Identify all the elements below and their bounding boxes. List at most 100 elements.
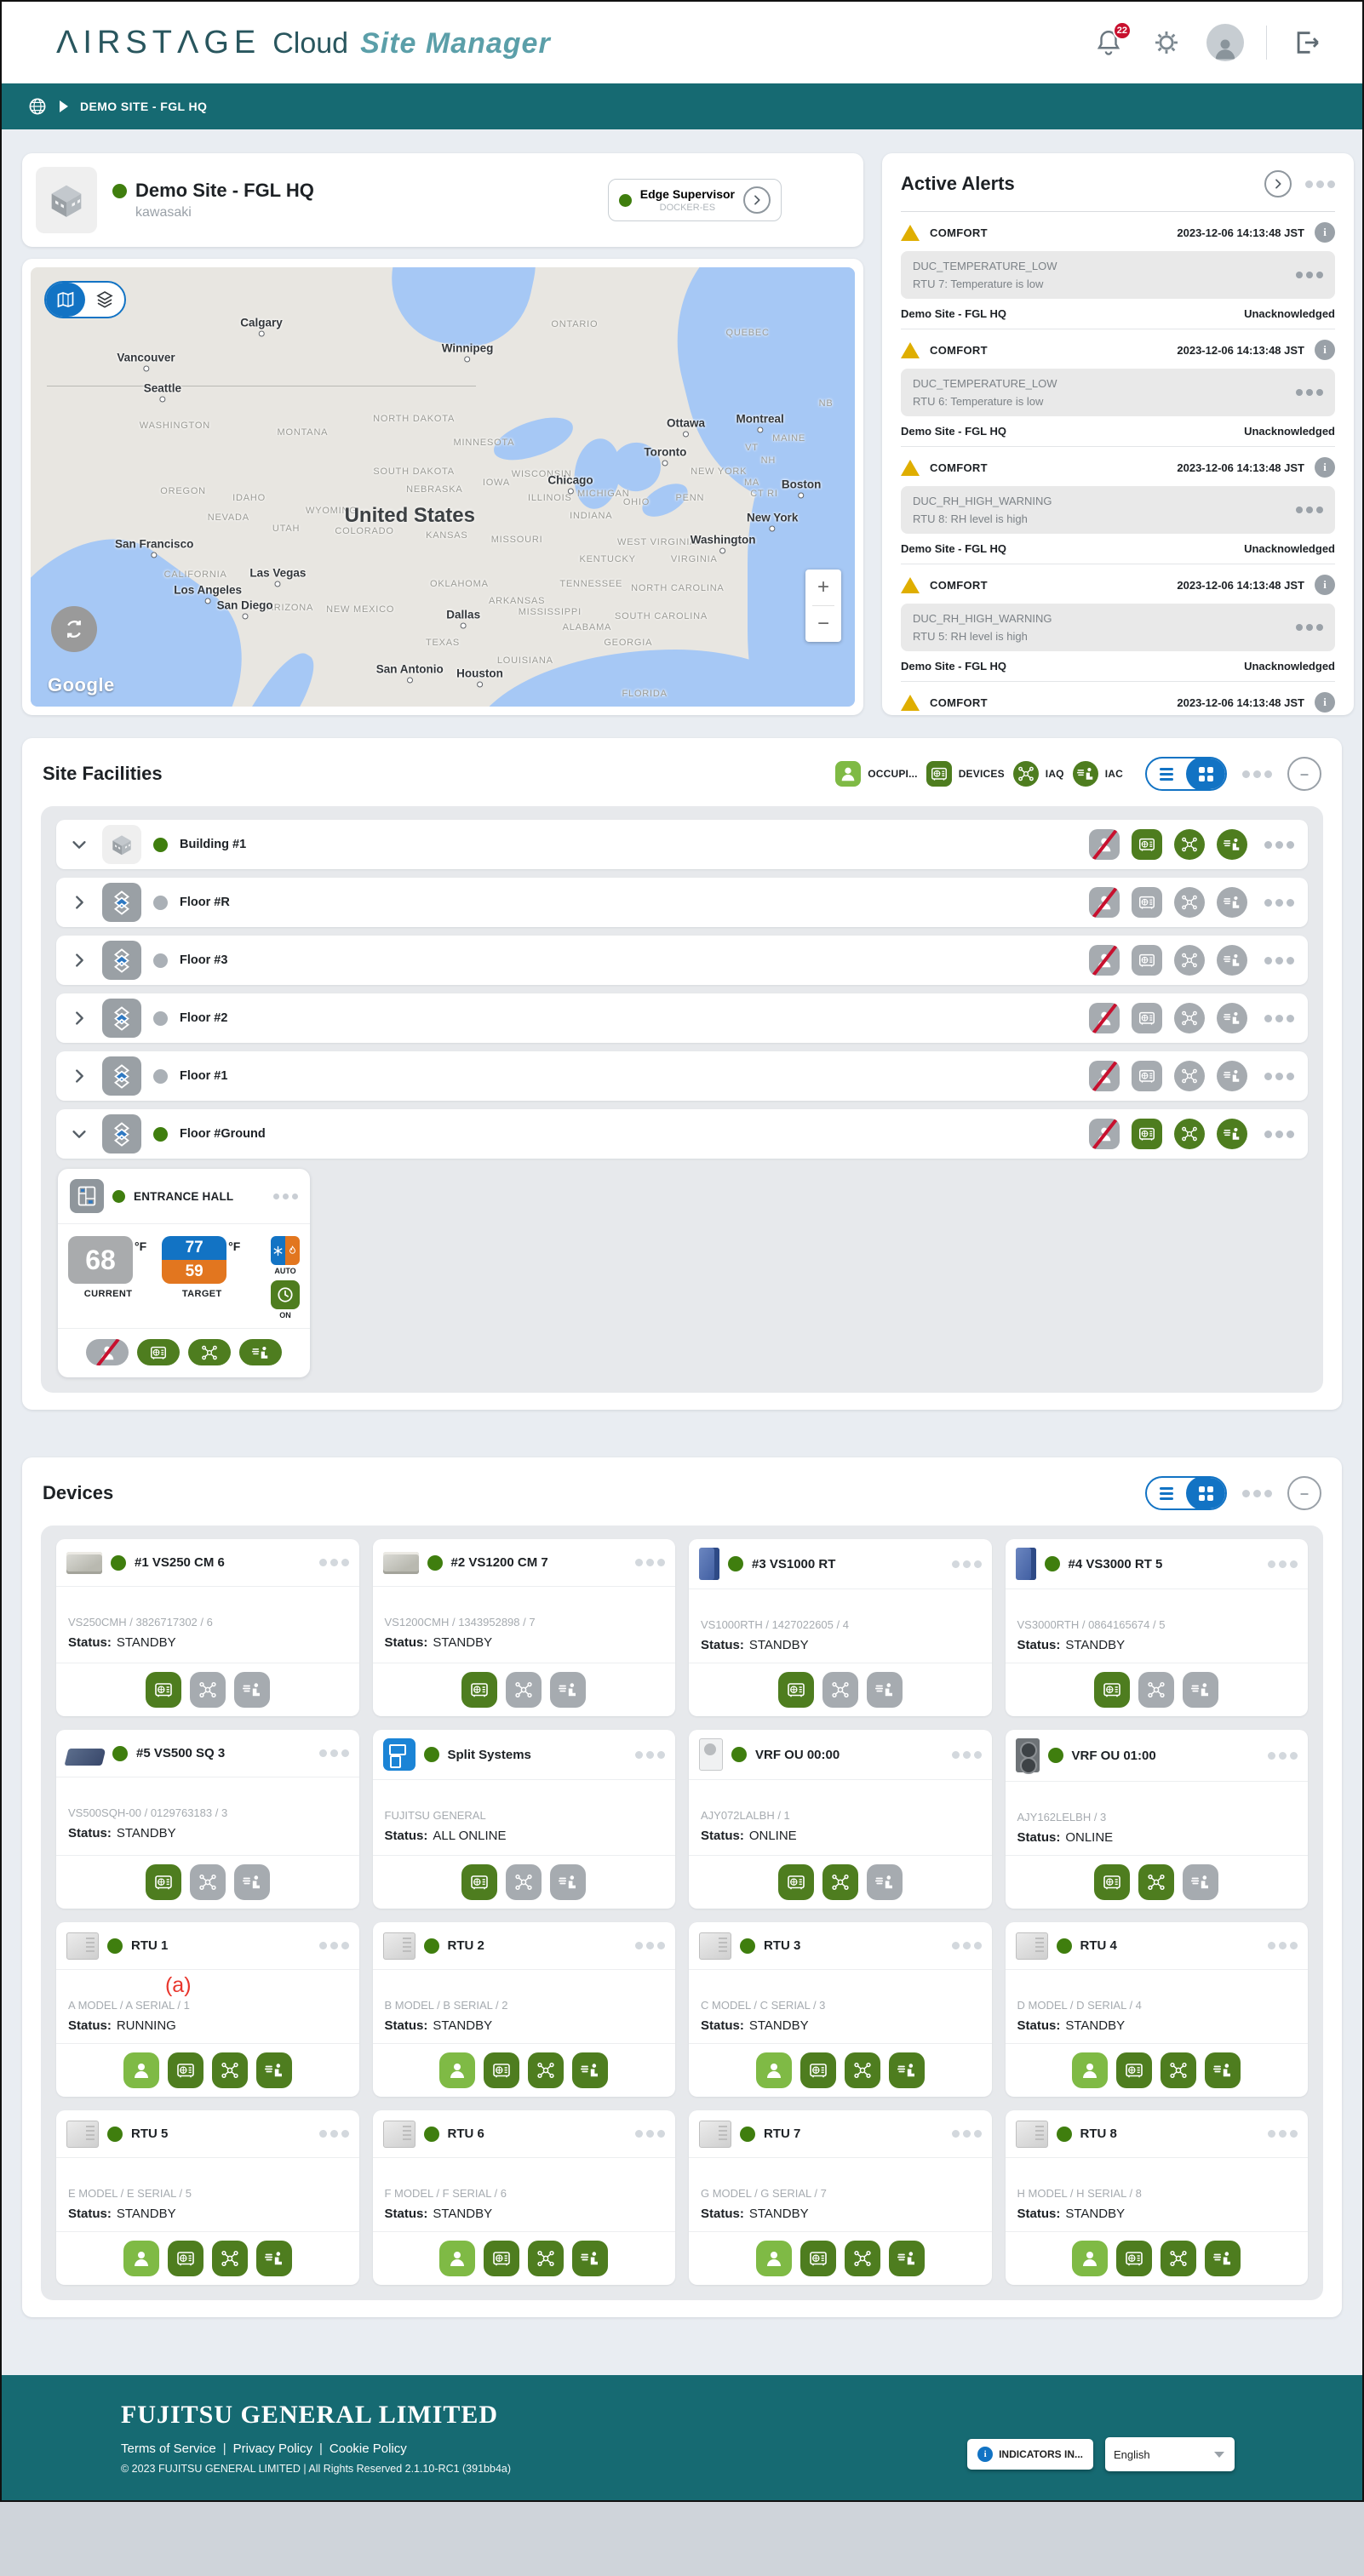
facility-more-menu[interactable] [1264,956,1294,965]
footer-link[interactable]: Terms of Service [121,2441,216,2456]
device-more-menu[interactable] [1268,1751,1298,1760]
alerts-open-button[interactable] [1264,170,1292,197]
settings-button[interactable] [1149,25,1184,60]
device-card[interactable]: RTU 6 F MODEL / F SERIAL / 6 Status: STAN… [372,2110,675,2285]
mode-auto-icon[interactable] [271,1236,300,1265]
device-card[interactable]: Split Systems FUJITSU GENERAL Status: ALL… [372,1730,675,1909]
chevron-icon[interactable] [68,893,90,912]
devices-more-menu[interactable] [1242,1489,1272,1497]
list-icon [1160,1486,1173,1500]
chevron-icon[interactable] [68,951,90,970]
device-card[interactable]: #2 VS1200 CM 7 VS1200CMH / 1343952898 / … [372,1539,675,1716]
device-card[interactable]: RTU 5 E MODEL / E SERIAL / 5 Status: STAN… [56,2110,359,2285]
language-select[interactable]: English [1105,2437,1235,2471]
device-more-menu[interactable] [951,2130,982,2138]
facility-more-menu[interactable] [1264,1072,1294,1080]
water-atlantic-coast [748,425,855,707]
map-region-label: NB [818,398,834,409]
facility-more-menu[interactable] [1264,1014,1294,1022]
facility-row[interactable]: Floor #Ground [56,1109,1308,1159]
device-more-menu[interactable] [1268,1942,1298,1949]
info-icon[interactable]: i [1315,692,1335,713]
room-card[interactable]: ENTRANCE HALL 68 °F CURRENT [58,1169,310,1377]
device-more-menu[interactable] [635,1750,665,1759]
indicators-button[interactable]: i INDICATORS IN... [967,2439,1093,2470]
facility-row[interactable]: Floor #3 [56,936,1308,985]
device-more-menu[interactable] [318,1559,349,1566]
mode-label: AUTO [274,1267,296,1275]
satellite-view-button[interactable] [85,283,124,317]
device-card[interactable]: RTU 4 D MODEL / D SERIAL / 4 Status: STAN… [1005,1922,1308,2097]
device-more-menu[interactable] [1268,2130,1298,2138]
zoom-out-button[interactable]: − [805,606,841,642]
info-icon[interactable]: i [1315,575,1335,595]
device-more-menu[interactable] [318,1749,349,1757]
device-card[interactable]: RTU 2 B MODEL / B SERIAL / 2 Status: STAN… [372,1922,675,2097]
alert-more-menu[interactable] [1296,624,1323,631]
device-card[interactable]: RTU 1 (a) A MODEL / A SERIAL / 1 Status:… [56,1922,359,2097]
facilities-more-menu[interactable] [1242,770,1272,778]
footer-link[interactable]: Privacy Policy [216,2441,312,2456]
chevron-icon[interactable] [68,835,90,854]
device-card[interactable]: RTU 7 G MODEL / G SERIAL / 7 Status: STAN… [689,2110,992,2285]
footer-link[interactable]: Cookie Policy [312,2441,407,2456]
alerts-more-menu[interactable] [1305,180,1335,188]
info-icon[interactable]: i [1315,222,1335,243]
grid-view-button[interactable] [1186,1478,1225,1508]
globe-icon[interactable] [27,96,48,117]
device-more-menu[interactable] [951,1560,982,1568]
device-image [1015,1738,1040,1774]
alert-item: COMFORT 2023-12-06 14:13:48 JST i DUC_RH… [901,447,1335,564]
map-canvas[interactable]: ONTARIO QUEBEC WASHINGTON MONTANA NORTH DAKO… [31,267,855,707]
schedule-on-icon[interactable] [271,1280,300,1309]
device-more-menu[interactable] [635,1559,665,1566]
chevron-icon[interactable] [68,1125,90,1143]
room-more-menu[interactable] [273,1193,298,1199]
alert-more-menu[interactable] [1296,389,1323,396]
alert-more-menu[interactable] [1296,272,1323,278]
device-card[interactable]: VRF OU 01:00 AJY162LELBH / 3 Status: ONLI… [1005,1730,1308,1909]
device-more-menu[interactable] [635,1942,665,1949]
list-view-button[interactable] [1147,758,1186,789]
user-avatar[interactable] [1206,24,1244,61]
map-refresh-button[interactable] [51,606,97,652]
grid-view-button[interactable] [1186,758,1225,789]
notifications-button[interactable]: 22 [1091,21,1132,60]
info-icon[interactable]: i [1315,457,1335,478]
device-more-menu[interactable] [635,2130,665,2138]
facility-row[interactable]: Building #1 [56,820,1308,869]
devices-collapse-button[interactable]: – [1287,1476,1321,1510]
breadcrumb-site[interactable]: DEMO SITE - FGL HQ [80,100,208,113]
info-icon[interactable]: i [1315,340,1335,360]
zoom-in-button[interactable]: + [805,570,841,605]
edge-open-button[interactable] [743,186,771,214]
edge-supervisor-button[interactable]: Edge Supervisor DOCKER-ES [607,179,782,221]
device-card[interactable]: VRF OU 00:00 AJY072LALBH / 1 Status: ONLI… [689,1730,992,1909]
device-card[interactable]: #4 VS3000 RT 5 VS3000RTH / 0864165674 / … [1005,1539,1308,1716]
device-more-menu[interactable] [318,1942,349,1949]
list-view-button[interactable] [1147,1478,1186,1508]
chevron-icon[interactable] [68,1067,90,1085]
facility-more-menu[interactable] [1264,898,1294,907]
device-card[interactable]: RTU 8 H MODEL / H SERIAL / 8 Status: STAN… [1005,2110,1308,2285]
facility-row[interactable]: Floor #1 [56,1051,1308,1101]
device-card[interactable]: #5 VS500 SQ 3 VS500SQH-00 / 0129763183 /… [56,1730,359,1909]
map-view-button[interactable] [46,283,85,317]
facility-more-menu[interactable] [1264,840,1294,849]
alert-more-menu[interactable] [1296,507,1323,513]
device-more-menu[interactable] [1268,1560,1298,1568]
map-region-label: KANSAS [426,530,468,541]
device-card[interactable]: #3 VS1000 RT VS1000RTH / 1427022605 / 4 … [689,1539,992,1716]
logout-button[interactable] [1289,25,1325,60]
facility-more-menu[interactable] [1264,1130,1294,1138]
device-card[interactable]: RTU 3 C MODEL / C SERIAL / 3 Status: STAN… [689,1922,992,2097]
device-more-menu[interactable] [318,2130,349,2138]
device-more-menu[interactable] [951,1750,982,1759]
target-temp-box[interactable]: 77 59 [162,1236,227,1284]
facility-row[interactable]: Floor #2 [56,993,1308,1043]
chevron-icon[interactable] [68,1009,90,1028]
device-more-menu[interactable] [951,1942,982,1949]
device-card[interactable]: #1 VS250 CM 6 VS250CMH / 3826717302 / 6 … [56,1539,359,1716]
facility-row[interactable]: Floor #R [56,878,1308,927]
facilities-collapse-button[interactable]: – [1287,757,1321,791]
